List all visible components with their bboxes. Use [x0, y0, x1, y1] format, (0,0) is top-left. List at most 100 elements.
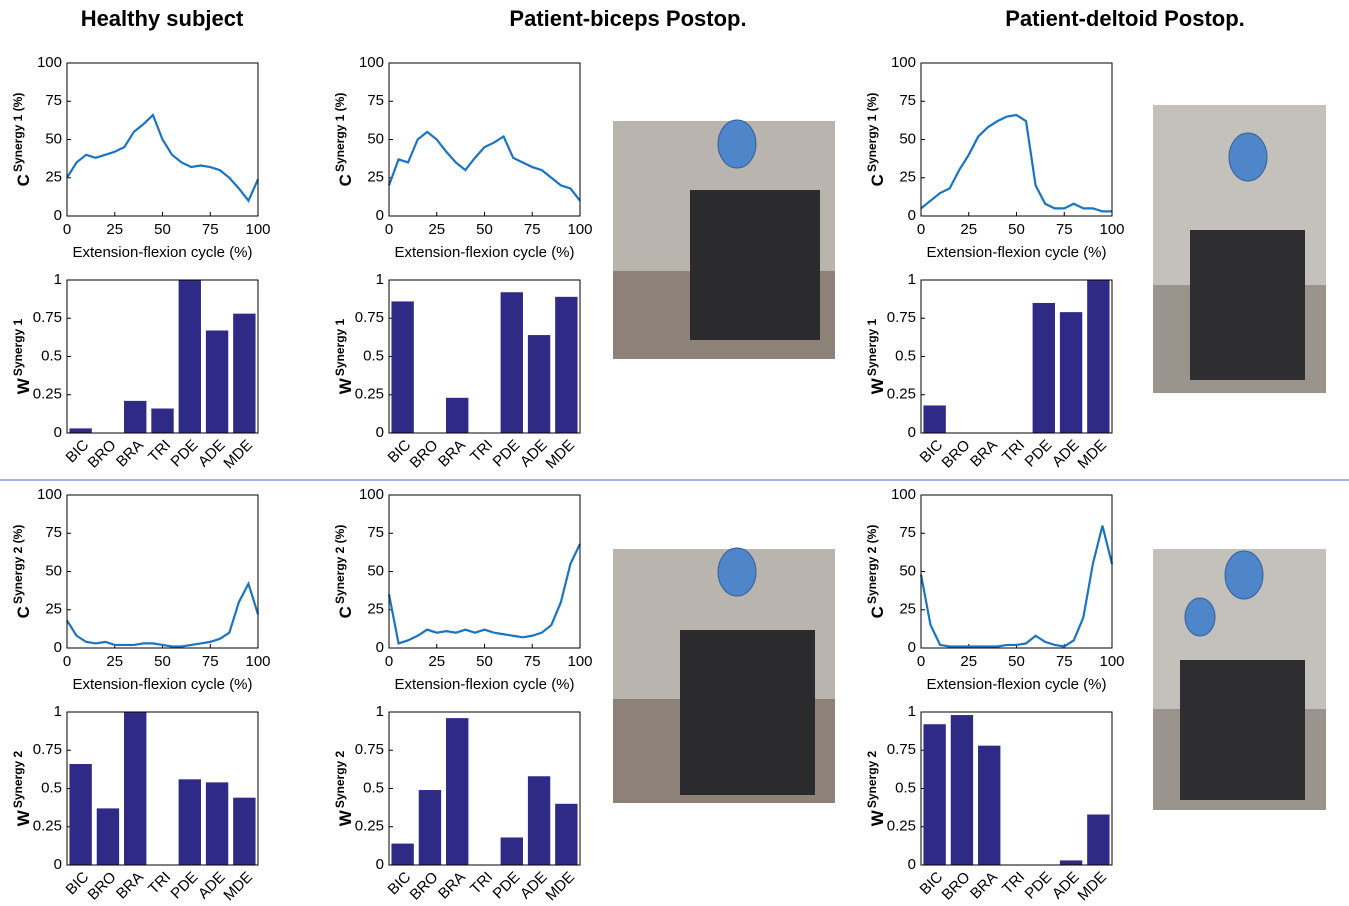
y-tick-label: 50 [45, 562, 62, 579]
x-tick-label: 0 [917, 221, 925, 238]
y-tick-label: 0 [908, 639, 916, 656]
y-tick-label: 100 [891, 486, 916, 503]
y-tick-label: 0.25 [887, 818, 916, 835]
x-tick-label: 0 [63, 653, 71, 670]
bar [446, 397, 469, 433]
y-tick-label: 100 [359, 486, 384, 503]
y-label-sup: Synergy 2 (%) [11, 525, 25, 604]
y-tick-label: 0.5 [41, 779, 62, 796]
x-tick-label: MDE [542, 869, 578, 905]
plot-frame [66, 62, 259, 217]
y-axis-label: C Synergy 1 (%) [865, 93, 887, 187]
data-line [66, 580, 260, 648]
photo [613, 547, 835, 803]
x-tick-label: 75 [202, 653, 219, 670]
y-tick-label: 0.75 [33, 741, 62, 758]
x-tick-label: MDE [220, 437, 256, 473]
y-tick-label: 100 [359, 54, 384, 71]
data-line [920, 113, 1112, 213]
bar [69, 764, 92, 865]
x-axis-label: Extension-flexion cycle (%) [926, 244, 1106, 261]
y-axis-label: C Synergy 1 (%) [11, 93, 33, 187]
line-chart: 0 25 50 75 100 C Synergy 1 (%) 0 25 50 75 100 Extens… [865, 54, 1124, 261]
line-chart: 0 25 50 75 100 C Synergy 1 (%) 0 25 50 75 100 Extens… [333, 54, 592, 261]
bar [1087, 280, 1110, 433]
bar [500, 837, 523, 865]
y-tick-label: 1 [376, 271, 384, 288]
x-tick-label: PDE [1022, 437, 1056, 471]
y-tick-label: 0 [376, 856, 384, 873]
y-tick-label: 100 [37, 54, 62, 71]
x-axis-label: Extension-flexion cycle (%) [72, 244, 252, 261]
y-tick-label: 0.75 [355, 309, 384, 326]
x-tick-label: ADE [195, 869, 229, 903]
y-label-main: W [14, 809, 33, 826]
x-tick-label: 0 [917, 653, 925, 670]
x-tick-label: BRO [407, 869, 442, 904]
x-tick-label: 75 [524, 653, 541, 670]
y-tick-label: 0 [54, 639, 62, 656]
x-tick-label: 0 [63, 221, 71, 238]
y-tick-label: 100 [37, 486, 62, 503]
y-tick-label: 25 [899, 601, 916, 618]
bar [233, 797, 256, 865]
x-tick-label: 50 [154, 653, 171, 670]
bar [1059, 312, 1083, 433]
bar [1087, 814, 1110, 865]
x-tick-label: 100 [1099, 221, 1124, 238]
x-tick-label: 25 [106, 653, 123, 670]
bar [446, 718, 469, 865]
data-line [919, 525, 1114, 648]
y-tick-label: 0.5 [895, 779, 916, 796]
bar [950, 715, 974, 865]
y-tick-label: 0.25 [887, 386, 916, 403]
bar [555, 803, 578, 865]
x-tick-label: 25 [960, 221, 977, 238]
y-axis-label: WSynergy 1 [865, 318, 887, 394]
y-tick-label: 50 [899, 562, 916, 579]
x-tick-label: 50 [154, 221, 171, 238]
column-title: Patient-biceps Postop. [509, 6, 746, 31]
y-label-main: W [868, 809, 887, 826]
y-tick-label: 1 [908, 703, 916, 720]
plot-frame [920, 62, 1113, 217]
y-tick-label: 0 [376, 639, 384, 656]
x-tick-label: ADE [195, 437, 229, 471]
bar [978, 745, 1001, 865]
x-tick-label: 25 [428, 221, 445, 238]
x-tick-label: 75 [1056, 221, 1073, 238]
y-tick-label: 0 [54, 424, 62, 441]
x-tick-label: 50 [476, 221, 493, 238]
bar [124, 400, 147, 433]
y-tick-label: 0 [908, 856, 916, 873]
x-tick-label: 25 [960, 653, 977, 670]
x-axis-label: Extension-flexion cycle (%) [926, 676, 1106, 693]
bar [205, 782, 229, 865]
y-axis-label: WSynergy 1 [333, 318, 355, 394]
y-tick-label: 0.5 [41, 347, 62, 364]
y-tick-label: 75 [45, 92, 62, 109]
x-tick-label: 75 [1056, 653, 1073, 670]
photo [613, 119, 835, 359]
y-tick-label: 1 [908, 271, 916, 288]
plot-frame [388, 279, 581, 434]
y-tick-label: 50 [367, 562, 384, 579]
y-tick-label: 0.5 [363, 779, 384, 796]
bar [391, 843, 414, 865]
line-chart: 0 25 50 75 100 C Synergy 1 (%) 0 25 50 75 100 Extens… [11, 54, 270, 261]
x-tick-label: BRA [435, 437, 469, 471]
y-label-sup: Synergy 1 [11, 318, 25, 376]
y-tick-label: 25 [899, 169, 916, 186]
y-tick-label: 0.25 [33, 386, 62, 403]
y-label-main: C [14, 606, 33, 618]
x-tick-label: BRO [939, 437, 974, 472]
x-tick-label: PDE [168, 869, 202, 903]
x-tick-label: MDE [220, 869, 256, 905]
x-tick-label: ADE [517, 437, 551, 471]
bar [500, 292, 523, 433]
y-tick-label: 0 [908, 424, 916, 441]
line-chart: 0 25 50 75 100 C Synergy 2 (%) 0 25 50 75 100 Extens… [11, 486, 270, 693]
